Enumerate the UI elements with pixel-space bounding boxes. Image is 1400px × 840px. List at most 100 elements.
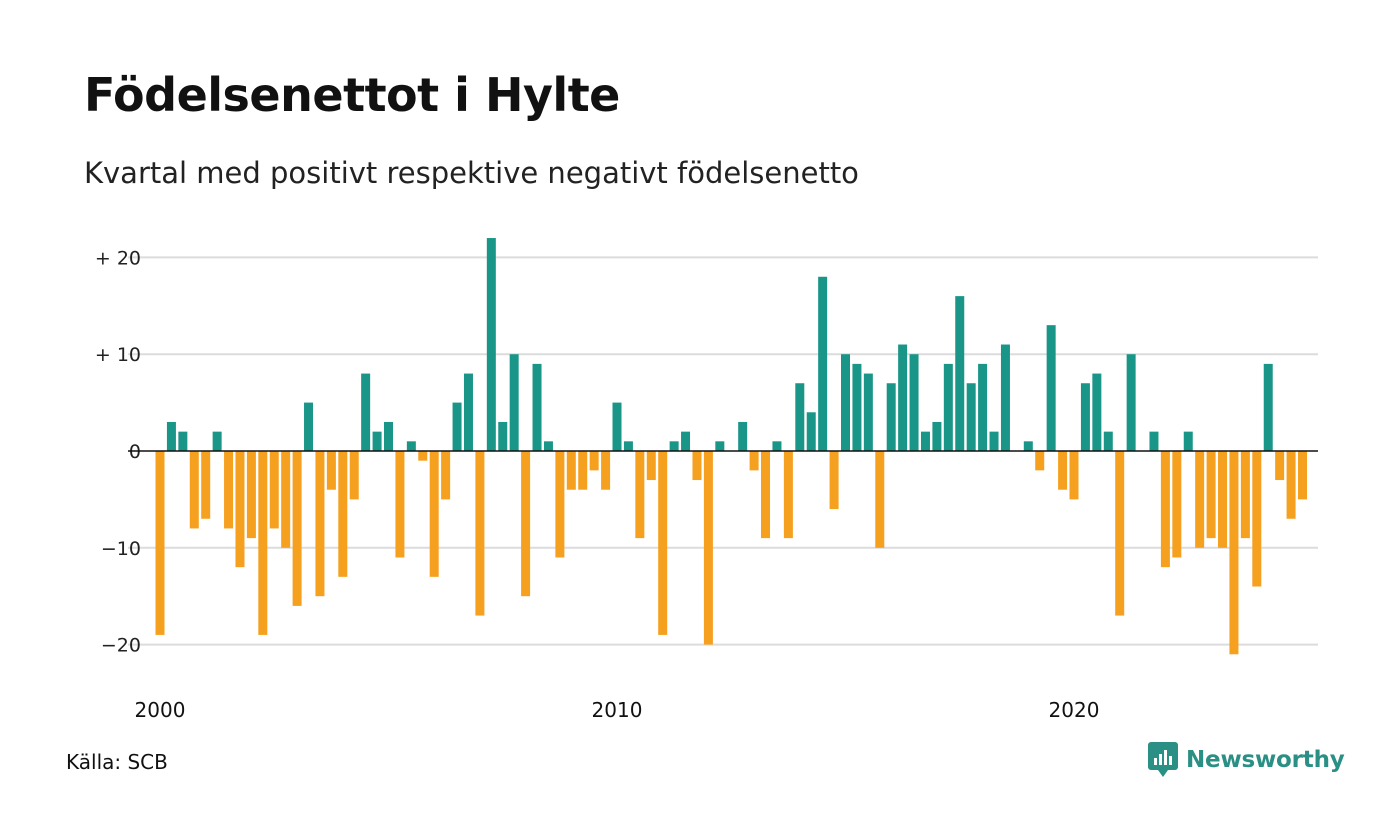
- y-tick-label: −10: [101, 538, 141, 560]
- bar-negative: [269, 451, 279, 529]
- bar-negative: [429, 451, 439, 577]
- newsworthy-logo-icon: [1148, 742, 1178, 777]
- bar-negative: [703, 451, 713, 645]
- bar-negative: [315, 451, 325, 597]
- bar-positive: [612, 402, 622, 451]
- bar-positive: [818, 276, 828, 451]
- bar-positive: [463, 373, 473, 451]
- bar-negative: [338, 451, 348, 577]
- bar-negative: [235, 451, 245, 568]
- bar-positive: [178, 431, 188, 451]
- bar-negative: [395, 451, 405, 558]
- y-tick-label: −20: [101, 635, 141, 657]
- bar-negative: [155, 451, 165, 635]
- bar-positive: [978, 363, 988, 451]
- newsworthy-logo: Newsworthy: [1148, 742, 1345, 778]
- bar-negative: [349, 451, 359, 500]
- bar-positive: [1000, 344, 1010, 451]
- bar-positive: [886, 383, 896, 451]
- bar-negative: [749, 451, 759, 471]
- bar-positive: [669, 441, 679, 451]
- bar-negative: [635, 451, 645, 539]
- bar-negative: [258, 451, 268, 635]
- bar-negative: [1069, 451, 1079, 500]
- bar-negative: [1298, 451, 1307, 500]
- bar-positive: [920, 431, 930, 451]
- bar-negative: [578, 451, 588, 490]
- bar-positive: [212, 431, 222, 451]
- bar-positive: [372, 431, 382, 451]
- bar-negative: [566, 451, 576, 490]
- bar-negative: [1286, 451, 1296, 519]
- x-tick-label: 2000: [135, 698, 186, 722]
- source-note: Källa: SCB: [66, 750, 168, 774]
- bar-negative: [761, 451, 771, 539]
- bar-negative: [1275, 451, 1285, 481]
- x-axis-labels: 2000 2010 2020: [135, 698, 1100, 722]
- bar-positive: [1183, 431, 1193, 451]
- bar-positive: [509, 354, 519, 451]
- bar-positive: [623, 441, 633, 451]
- bar-negative: [224, 451, 234, 529]
- bar-negative: [555, 451, 565, 558]
- bar-negative: [646, 451, 656, 481]
- bar-positive: [1126, 354, 1136, 451]
- bar-negative: [1229, 451, 1239, 655]
- bar-positive: [1103, 431, 1113, 451]
- bar-positive: [543, 441, 553, 451]
- bar-negative: [692, 451, 702, 481]
- bar-positive: [1023, 441, 1033, 451]
- bar-positive: [361, 373, 371, 451]
- bar-positive: [1263, 363, 1273, 451]
- bar-negative: [475, 451, 485, 616]
- bar-negative: [246, 451, 256, 539]
- bar-positive: [955, 296, 965, 451]
- bar-negative: [1240, 451, 1250, 539]
- bar-positive: [898, 344, 908, 451]
- bar-positive: [932, 421, 942, 451]
- bar-positive: [943, 363, 953, 451]
- y-tick-label: 0: [129, 441, 141, 463]
- bar-positive: [681, 431, 691, 451]
- bar-negative: [589, 451, 599, 471]
- bar-positive: [1080, 383, 1090, 451]
- bar-positive: [806, 412, 816, 451]
- bars: [155, 238, 1307, 655]
- bar-negative: [418, 451, 428, 461]
- bar-positive: [304, 402, 314, 451]
- bar-positive: [772, 441, 782, 451]
- x-tick-label: 2010: [592, 698, 643, 722]
- bar-negative: [1160, 451, 1170, 568]
- bar-positive: [1092, 373, 1102, 451]
- bar-positive: [486, 238, 496, 451]
- bar-positive: [532, 363, 542, 451]
- bar-negative: [521, 451, 531, 597]
- bar-negative: [441, 451, 451, 500]
- bar-negative: [1195, 451, 1205, 548]
- y-tick-label: + 10: [95, 344, 141, 366]
- y-tick-label: + 20: [95, 247, 141, 269]
- bar-positive: [406, 441, 416, 451]
- bar-negative: [1218, 451, 1228, 548]
- brand-name: Newsworthy: [1186, 747, 1345, 773]
- chart-subtitle: Kvartal med positivt respektive negativt…: [84, 156, 859, 190]
- bar-negative: [326, 451, 336, 490]
- bar-negative: [281, 451, 291, 548]
- bar-negative: [1058, 451, 1068, 490]
- bar-positive: [852, 363, 862, 451]
- x-tick-label: 2020: [1049, 698, 1100, 722]
- bar-negative: [1115, 451, 1125, 616]
- bar-negative: [1206, 451, 1216, 539]
- bar-positive: [909, 354, 919, 451]
- bar-positive: [841, 354, 850, 451]
- y-axis-labels: + 20 + 10 0 −10 −20: [95, 247, 141, 656]
- bar-positive: [715, 441, 725, 451]
- bar-positive: [863, 373, 873, 451]
- bar-negative: [601, 451, 611, 490]
- bar-positive: [795, 383, 805, 451]
- bar-positive: [384, 421, 393, 451]
- bar-negative: [783, 451, 793, 539]
- bar-negative: [292, 451, 302, 606]
- bar-positive: [1046, 325, 1056, 451]
